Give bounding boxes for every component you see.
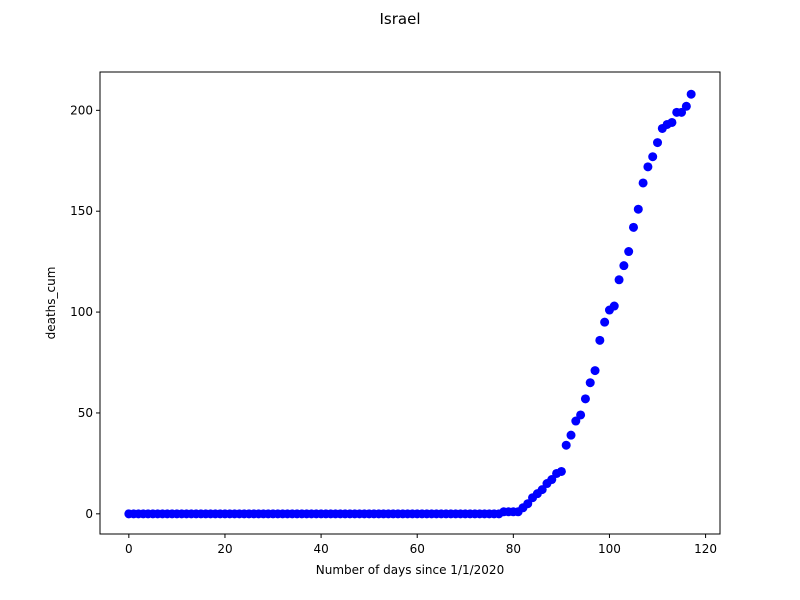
- x-axis: 0 20 40 60 80 100 120: [125, 534, 717, 556]
- x-tick-label: 100: [598, 542, 621, 556]
- y-tick-label: 150: [70, 204, 93, 218]
- points-layer: [124, 89, 696, 519]
- data-point: [576, 410, 586, 420]
- y-tick-label: 100: [70, 305, 93, 319]
- data-point: [537, 485, 547, 495]
- x-tick-label: 60: [410, 542, 425, 556]
- data-point: [614, 275, 624, 285]
- x-tick-label: 0: [125, 542, 133, 556]
- data-point: [677, 107, 687, 117]
- x-tick-label: 120: [694, 542, 717, 556]
- data-point: [667, 117, 677, 127]
- y-axis-label: deaths_cum: [44, 267, 58, 340]
- data-point: [585, 378, 595, 388]
- chart-title: Israel: [380, 10, 421, 28]
- data-point: [561, 440, 571, 450]
- data-point: [595, 335, 605, 345]
- y-tick-label: 50: [78, 406, 93, 420]
- data-point: [571, 416, 581, 426]
- x-tick-label: 40: [313, 542, 328, 556]
- data-point: [633, 204, 643, 214]
- data-point: [638, 178, 648, 188]
- data-point: [547, 475, 557, 485]
- x-tick-label: 80: [506, 542, 521, 556]
- x-tick-label: 20: [217, 542, 232, 556]
- data-point: [580, 394, 590, 404]
- y-tick-label: 200: [70, 103, 93, 117]
- data-point: [624, 247, 634, 257]
- data-point: [681, 101, 691, 111]
- data-point: [648, 152, 658, 162]
- data-point: [628, 222, 638, 232]
- data-point: [653, 138, 663, 148]
- data-point: [609, 301, 619, 311]
- data-point: [523, 499, 533, 509]
- data-point: [600, 317, 610, 327]
- y-tick-label: 0: [85, 507, 93, 521]
- plot-frame: [99, 71, 721, 535]
- data-point: [686, 89, 696, 99]
- y-axis: 0 50 100 150 200: [70, 103, 100, 521]
- data-point: [566, 430, 576, 440]
- data-point: [590, 366, 600, 376]
- data-point: [643, 162, 653, 172]
- data-point: [619, 261, 629, 271]
- data-point: [556, 466, 566, 476]
- x-axis-label: Number of days since 1/1/2020: [316, 563, 504, 577]
